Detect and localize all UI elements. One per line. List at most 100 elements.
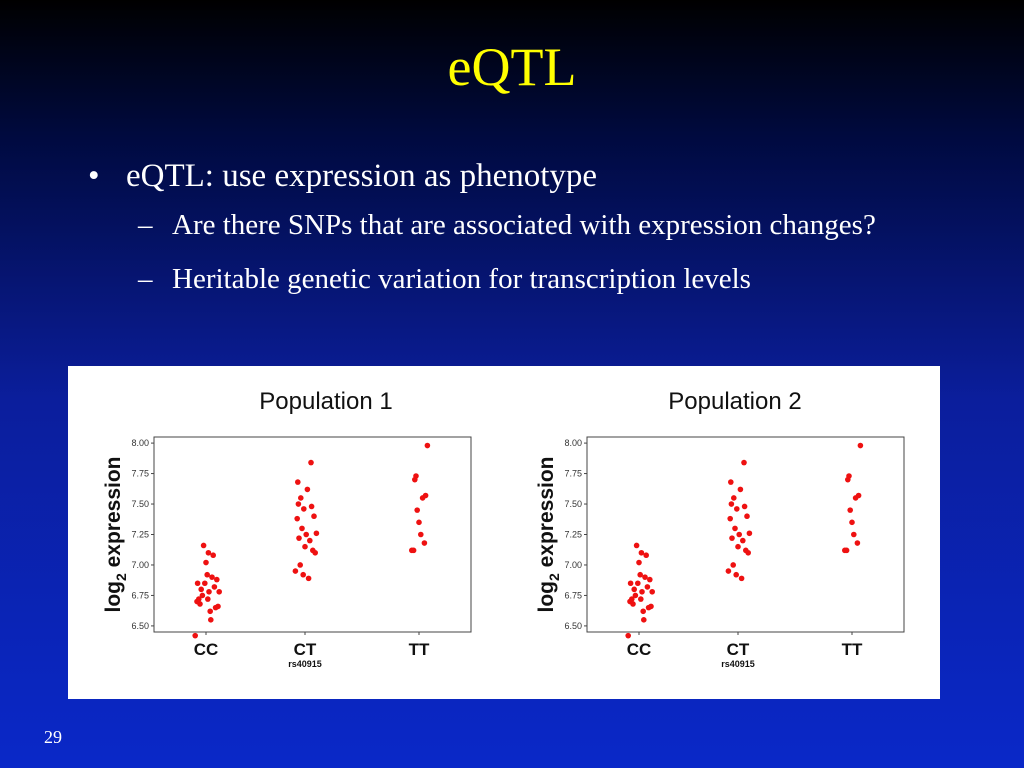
y-axis-label: log2 expression	[102, 456, 129, 612]
data-point	[292, 568, 299, 574]
data-point	[303, 531, 309, 538]
data-point	[630, 601, 636, 607]
y-tick-label: 6.75	[131, 590, 149, 600]
x-tick-label: TT	[842, 640, 863, 659]
data-point	[642, 574, 648, 580]
data-point	[206, 588, 212, 595]
data-point	[196, 596, 202, 602]
data-point	[745, 549, 751, 556]
data-point	[202, 580, 208, 587]
data-point	[738, 575, 745, 582]
data-point	[199, 592, 206, 599]
data-point	[205, 596, 211, 602]
data-point	[410, 547, 417, 554]
data-point	[312, 549, 318, 556]
data-point	[304, 486, 311, 493]
data-point	[632, 592, 639, 599]
data-point	[744, 513, 750, 520]
data-point	[625, 632, 631, 639]
data-point	[421, 540, 428, 546]
data-point	[416, 519, 422, 526]
data-point	[307, 537, 313, 544]
slide-title: eQTL	[447, 37, 577, 97]
x-axis-label: rs40915	[721, 659, 755, 669]
y-tick-label: 6.50	[131, 621, 149, 631]
data-point	[731, 495, 737, 501]
sub-bullet-item: – Heritable genetic variation for transc…	[88, 260, 968, 298]
data-point	[843, 547, 850, 554]
sub-bullet-item: – Are there SNPs that are associated wit…	[88, 206, 968, 244]
data-point	[214, 576, 220, 583]
data-point	[313, 530, 320, 537]
data-point	[205, 549, 212, 556]
y-tick-label: 8.00	[131, 438, 149, 448]
bullet-item: • eQTL: use expression as phenotype	[88, 156, 968, 196]
data-point	[192, 632, 198, 639]
y-tick-label: 7.00	[564, 560, 582, 570]
data-point	[204, 571, 210, 578]
data-point	[640, 608, 646, 615]
data-point	[855, 492, 862, 499]
chart-panel-1: Population 1 8.00 7.75 7.50 7.25 7.00 6.75 6.50…	[102, 388, 472, 669]
page-number: 29	[44, 727, 62, 747]
data-point	[729, 535, 735, 541]
y-tick-label: 7.00	[131, 560, 149, 570]
data-point	[297, 562, 303, 568]
data-point	[629, 596, 635, 602]
data-point	[210, 552, 216, 559]
data-point	[741, 459, 747, 466]
data-point	[194, 580, 201, 587]
data-point	[732, 525, 738, 532]
data-point	[647, 576, 653, 583]
y-tick-label: 6.75	[564, 590, 582, 600]
data-point	[418, 531, 424, 538]
data-point	[637, 571, 643, 578]
data-point	[308, 503, 315, 510]
data-point	[728, 479, 734, 485]
data-point	[296, 535, 302, 541]
data-point	[639, 588, 645, 595]
data-point	[733, 571, 739, 578]
data-point	[295, 479, 301, 485]
chart-panel-2: Population 2 8.00 7.75 7.50 7.25 7.00 6.75 6.50…	[535, 388, 905, 669]
y-tick-label: 7.25	[564, 530, 582, 540]
bullet-text: eQTL: use expression as phenotype	[126, 158, 598, 194]
data-point	[746, 530, 753, 537]
data-point	[208, 617, 214, 623]
y-tick-label: 7.50	[131, 499, 149, 509]
data-point	[300, 571, 306, 578]
data-point	[627, 580, 634, 587]
data-point	[413, 473, 419, 479]
x-axis-label: rs40915	[288, 659, 322, 669]
y-tick-label: 7.75	[564, 469, 582, 479]
data-point	[209, 574, 215, 580]
x-tick-label: CT	[727, 640, 750, 659]
data-point	[635, 580, 641, 587]
data-point	[298, 495, 304, 501]
data-point	[299, 525, 305, 532]
data-point	[422, 492, 429, 499]
eqtl-figure: Population 1 8.00 7.75 7.50 7.25 7.00 6.75 6.50…	[68, 366, 940, 699]
data-point	[638, 596, 644, 602]
data-point	[727, 515, 733, 522]
data-point	[737, 486, 744, 493]
y-axis-label: log2 expression	[535, 456, 562, 612]
data-point	[648, 603, 654, 610]
y-tick-label: 8.00	[564, 438, 582, 448]
bullet-list: • eQTL: use expression as phenotype – Ar…	[88, 156, 968, 298]
data-point	[644, 584, 651, 590]
data-point	[198, 586, 204, 593]
data-point	[649, 588, 655, 595]
y-tick-label: 7.50	[564, 499, 582, 509]
data-point	[849, 519, 855, 526]
data-point	[846, 473, 852, 479]
data-point	[735, 543, 741, 550]
data-point	[294, 515, 300, 522]
x-tick-label: CC	[627, 640, 652, 659]
data-point	[734, 506, 740, 512]
data-point	[643, 552, 649, 559]
data-point	[311, 513, 317, 520]
data-point	[741, 503, 748, 510]
data-point	[197, 601, 203, 607]
data-point	[200, 542, 207, 549]
